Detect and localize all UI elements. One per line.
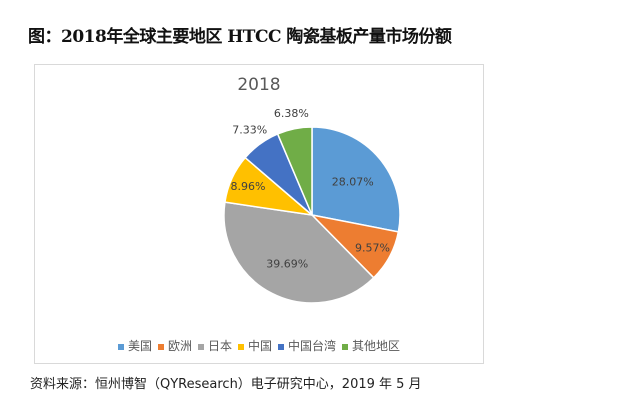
legend-item: 中国 — [238, 337, 272, 354]
legend-swatch — [342, 343, 349, 350]
legend-label: 日本 — [207, 339, 232, 353]
legend-label: 中国 — [248, 339, 273, 353]
data-label-4: 7.33% — [232, 124, 267, 137]
legend-label: 中国台湾 — [288, 339, 337, 353]
data-label-2: 39.69% — [266, 258, 308, 271]
source-note: 资料来源：恒州博智（QYResearch）电子研究中心，2019 年 5 月 — [30, 377, 422, 392]
legend-swatch — [278, 343, 285, 350]
legend-swatch — [117, 343, 124, 350]
legend-swatch — [197, 343, 204, 350]
legend-label: 欧洲 — [167, 339, 192, 353]
legend-swatch — [238, 343, 244, 350]
pie-slice-2 — [223, 201, 375, 304]
data-label-3: 8.96% — [230, 180, 265, 193]
data-label-1: 9.57% — [355, 242, 390, 255]
legend-item: 日本 — [197, 337, 232, 354]
legend-label: 其他地区 — [352, 339, 401, 353]
legend-item: 其他地区 — [342, 337, 400, 354]
legend-swatch — [157, 343, 164, 350]
pie-slice-5 — [276, 126, 313, 216]
pie-slice-0 — [311, 126, 401, 233]
chart-title: 2018 — [237, 75, 281, 95]
data-label-5: 6.38% — [274, 107, 309, 120]
legend-item: 中国台湾 — [278, 337, 336, 354]
legend-label: 美国 — [127, 339, 152, 353]
legend-item: 美国 — [117, 337, 152, 354]
pie-chart: 28.07% 9.57% 39.69% 8.96% 7.33% 6.38% — [223, 107, 401, 304]
chart-area: 2018 28.07% 9.57% 39.69% 8.96% 7.33% 6.38% 美国… — [34, 64, 484, 364]
legend-item: 欧洲 — [157, 337, 192, 354]
figure-title: 图：2018年全球主要地区 HTCC 陶瓷基板产量市场份额 — [28, 27, 452, 47]
data-label-0: 28.07% — [332, 175, 374, 188]
legend: 美国 欧洲 日本 中国 中国台湾 其他地区 — [35, 337, 483, 354]
